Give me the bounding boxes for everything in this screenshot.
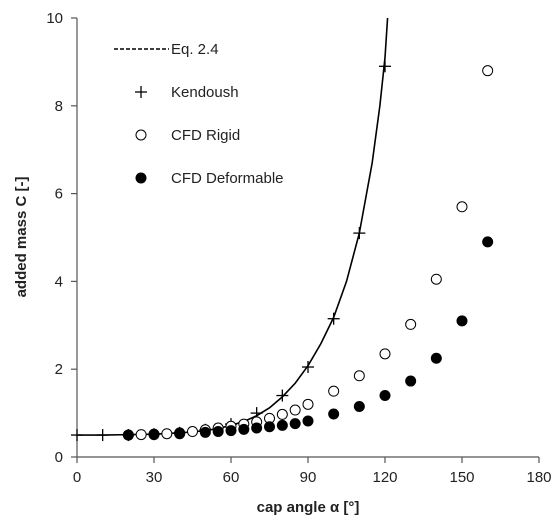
kendoush-point bbox=[96, 429, 109, 442]
legend-label: Eq. 2.4 bbox=[171, 41, 219, 58]
cfd-deformable-point bbox=[328, 408, 340, 420]
cfd-deformable-point bbox=[251, 422, 263, 434]
cfd-rigid-point bbox=[187, 426, 198, 438]
kendoush-point bbox=[353, 227, 366, 240]
plot-area bbox=[71, 17, 494, 442]
x-tick-label: 0 bbox=[73, 469, 81, 486]
cfd-rigid-point bbox=[328, 385, 340, 397]
kendoush-point bbox=[379, 60, 391, 73]
cfd-deformable-point bbox=[302, 415, 314, 427]
cfd-rigid-point bbox=[379, 348, 391, 360]
y-axis-title: added mass C [-] bbox=[13, 177, 30, 298]
cfd-deformable-point bbox=[199, 426, 211, 438]
cfd-deformable-point bbox=[379, 390, 391, 402]
kendoush-point bbox=[71, 429, 83, 442]
cfd-deformable-point bbox=[456, 315, 468, 327]
x-tick-label: 60 bbox=[223, 469, 240, 486]
x-tick-label: 30 bbox=[146, 469, 163, 486]
x-tick-label: 150 bbox=[449, 469, 474, 486]
y-tick-label: 6 bbox=[55, 186, 63, 203]
cfd-rigid-point bbox=[482, 65, 494, 77]
cfd-rigid-point bbox=[289, 404, 301, 416]
cfd-deformable-point bbox=[225, 425, 237, 437]
cfd-deformable-point bbox=[430, 352, 442, 364]
legend-item-cfd-deformable: CFD Deformable bbox=[135, 170, 284, 187]
cfd-deformable-point bbox=[122, 429, 134, 441]
legend-item-cfd-rigid: CFD Rigid bbox=[135, 127, 240, 144]
x-tick-label: 90 bbox=[300, 469, 317, 486]
cfd-rigid-point bbox=[456, 201, 468, 213]
cfd-rigid-point bbox=[276, 408, 288, 420]
legend-marker bbox=[135, 86, 147, 98]
y-tick-label: 4 bbox=[55, 273, 63, 290]
x-tick-label: 120 bbox=[372, 469, 397, 486]
legend-item-eq-2-4: Eq. 2.4 bbox=[114, 41, 219, 58]
series-cfd-deformable bbox=[122, 236, 494, 441]
cfd-rigid-point bbox=[161, 428, 173, 440]
series-line-eq-2-4 bbox=[77, 17, 389, 436]
legend-marker bbox=[135, 172, 147, 184]
x-axis-title: cap angle α [°] bbox=[257, 499, 360, 516]
cfd-deformable-point bbox=[405, 375, 417, 387]
kendoush-point bbox=[276, 389, 289, 402]
legend-item-kendoush: Kendoush bbox=[135, 84, 239, 101]
y-tick-label: 2 bbox=[55, 361, 63, 378]
cfd-deformable-point bbox=[353, 401, 365, 413]
axes: 0 30 60 90 120 150 180 0 2 4 6 8 10 bbox=[46, 10, 551, 486]
legend-marker bbox=[135, 129, 147, 141]
kendoush-point bbox=[302, 361, 314, 374]
legend-label: CFD Deformable bbox=[171, 170, 284, 187]
y-tick-label: 8 bbox=[55, 98, 63, 115]
x-tick-label: 180 bbox=[526, 469, 551, 486]
cfd-deformable-point bbox=[264, 421, 275, 433]
cfd-deformable-point bbox=[148, 429, 160, 441]
y-tick-label: 0 bbox=[55, 449, 63, 466]
cfd-rigid-point bbox=[135, 429, 147, 441]
y-tick-label: 10 bbox=[46, 10, 63, 27]
kendoush-point bbox=[327, 312, 340, 325]
cfd-deformable-point bbox=[482, 236, 494, 248]
cfd-rigid-point bbox=[430, 273, 442, 285]
cfd-rigid-point bbox=[302, 398, 314, 410]
cfd-deformable-point bbox=[212, 426, 224, 438]
cfd-deformable-point bbox=[174, 428, 186, 440]
cfd-rigid-point bbox=[353, 370, 365, 382]
series-kendoush bbox=[71, 60, 391, 442]
series-cfd-rigid bbox=[122, 65, 494, 441]
cfd-deformable-point bbox=[289, 418, 301, 430]
legend-label: Kendoush bbox=[171, 84, 239, 101]
legend: Eq. 2.4 Kendoush CFD Rigid CFD Deformable bbox=[114, 41, 284, 187]
cfd-deformable-point bbox=[276, 419, 288, 431]
cfd-rigid-point bbox=[405, 318, 417, 330]
legend-label: CFD Rigid bbox=[171, 127, 240, 144]
cfd-deformable-point bbox=[238, 423, 250, 435]
